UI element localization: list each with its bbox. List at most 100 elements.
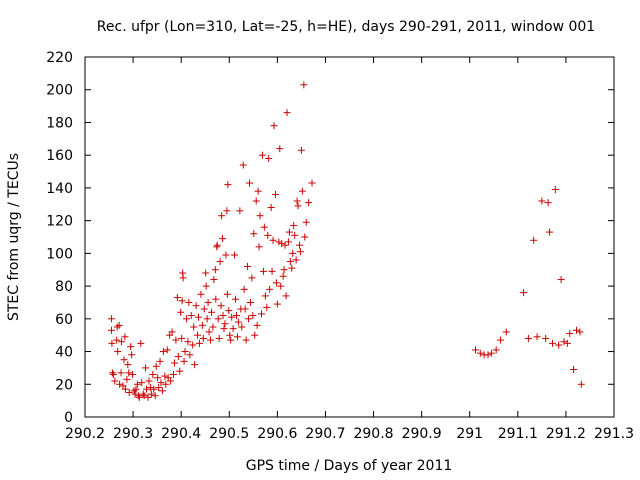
data-point <box>249 312 257 320</box>
data-point <box>570 366 578 374</box>
data-point <box>266 285 274 293</box>
data-point <box>131 390 139 398</box>
data-point <box>220 325 228 333</box>
data-point <box>170 359 178 367</box>
data-point <box>177 308 185 316</box>
data-point <box>124 361 132 369</box>
y-tick-label: 120 <box>46 214 73 230</box>
y-tick-label: 100 <box>46 246 73 262</box>
data-point <box>145 377 153 385</box>
data-point <box>156 357 164 365</box>
data-point <box>200 305 208 313</box>
data-point <box>557 276 565 284</box>
data-point <box>135 393 143 401</box>
data-point <box>520 289 528 297</box>
y-tick-label: 220 <box>46 50 73 66</box>
data-point <box>294 202 302 210</box>
data-point <box>253 321 261 329</box>
data-point <box>288 264 296 272</box>
data-point <box>560 338 568 346</box>
x-axis-title: GPS time / Days of year 2011 <box>246 458 453 474</box>
data-point <box>228 313 236 321</box>
data-point <box>146 384 154 392</box>
data-point <box>223 290 231 298</box>
data-point <box>174 352 182 360</box>
data-point <box>281 241 289 249</box>
data-point <box>577 380 585 388</box>
data-point <box>264 231 272 239</box>
y-tick-label: 40 <box>55 345 73 361</box>
data-point <box>555 341 563 349</box>
data-point <box>203 315 211 323</box>
data-point <box>215 334 223 342</box>
data-point <box>207 336 215 344</box>
data-point <box>212 295 220 303</box>
data-point <box>187 312 195 320</box>
y-axis-title: STEC from uqrg / TECUs <box>6 153 22 321</box>
x-tick-label: 290.3 <box>113 426 153 442</box>
x-axis: 290.2 290.3 290.4 290.5 290.6 290.7 290.8 290.9… <box>65 57 634 442</box>
data-point <box>150 385 158 393</box>
data-point <box>219 312 227 320</box>
data-point <box>245 179 253 187</box>
data-point <box>194 331 202 339</box>
data-point <box>144 393 152 401</box>
data-point <box>111 377 119 385</box>
data-point <box>116 380 124 388</box>
data-point <box>280 266 288 274</box>
data-point <box>194 313 202 321</box>
data-point <box>219 235 227 243</box>
data-point <box>544 199 552 207</box>
data-point <box>241 305 249 313</box>
x-tick-label: 291 <box>456 426 483 442</box>
data-point <box>189 341 197 349</box>
data-point <box>273 300 281 308</box>
x-tick-label: 290.8 <box>353 426 393 442</box>
data-point <box>530 236 538 244</box>
data-point <box>267 204 275 212</box>
data-point <box>275 238 283 246</box>
data-point <box>300 81 308 89</box>
data-point <box>232 295 240 303</box>
data-point <box>252 197 260 205</box>
data-point <box>524 334 532 342</box>
data-point <box>218 212 226 220</box>
data-point <box>284 238 292 246</box>
data-point <box>242 336 250 344</box>
data-point <box>184 338 192 346</box>
data-point <box>108 369 116 377</box>
data-point <box>548 339 556 347</box>
data-point <box>127 343 135 351</box>
data-point <box>533 333 541 341</box>
data-point <box>176 367 184 375</box>
data-point <box>250 230 258 238</box>
data-point <box>168 328 176 336</box>
data-point <box>205 328 213 336</box>
data-point <box>278 240 286 248</box>
data-point <box>118 338 126 346</box>
data-point <box>255 243 263 251</box>
data-point <box>234 318 242 326</box>
data-point <box>162 380 170 388</box>
data-point <box>538 197 546 205</box>
data-point <box>277 282 285 290</box>
data-point <box>572 326 580 334</box>
data-point <box>308 179 316 187</box>
data-point <box>576 328 584 336</box>
data-point <box>179 274 187 282</box>
data-point <box>143 385 151 393</box>
data-point <box>114 348 122 356</box>
data-point <box>173 294 181 302</box>
data-point <box>231 251 239 259</box>
data-point <box>198 321 206 329</box>
data-point <box>279 272 287 280</box>
data-point <box>199 334 207 342</box>
data-point <box>271 190 279 198</box>
data-point <box>121 385 129 393</box>
data-point <box>476 349 484 357</box>
data-point <box>270 122 278 130</box>
data-point <box>229 325 237 333</box>
x-tick-label: 290.6 <box>257 426 297 442</box>
data-point <box>129 370 137 378</box>
